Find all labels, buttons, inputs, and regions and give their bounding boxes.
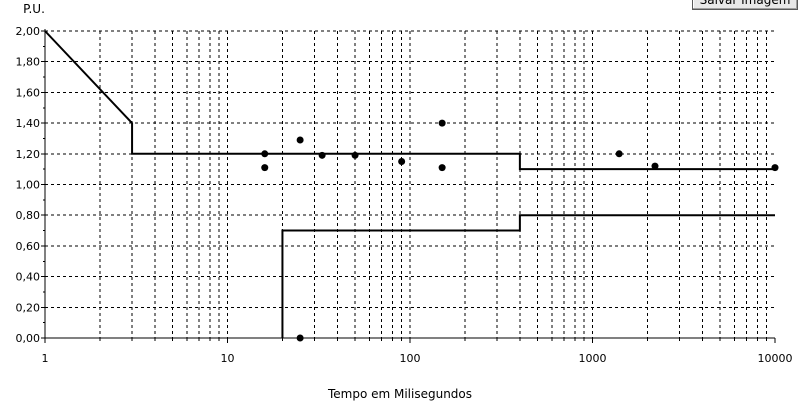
x-tick-label: 10000 (758, 352, 793, 365)
y-tick-labels: 0,00 0,20 0,40 0,60 0,80 1,00 1,20 1,40 1,60 1,80… (16, 25, 45, 345)
curves (44, 30, 775, 338)
y-tick-label: 1,00 (16, 179, 41, 192)
data-point (398, 157, 406, 165)
y-tick-label: 0,00 (16, 332, 41, 345)
data-point (296, 136, 304, 144)
y-tick-label: 1,80 (16, 56, 41, 69)
y-tick-label: 0,60 (16, 240, 41, 253)
data-point (438, 164, 446, 172)
y-axis-label: P.U. (23, 2, 45, 16)
y-tick-label: 2,00 (16, 25, 41, 38)
x-axis-label: Tempo em Milisegundos (327, 387, 472, 401)
x-tick-label: 10 (221, 352, 235, 365)
data-point (261, 164, 269, 172)
data-point (651, 162, 659, 170)
data-point (438, 119, 446, 127)
data-point (296, 334, 304, 342)
upper-limit-curve (44, 30, 775, 171)
grid-lines (45, 30, 775, 338)
data-point (261, 150, 269, 158)
data-points (261, 119, 779, 342)
y-tick-label: 0,80 (16, 209, 41, 222)
y-tick-label: 1,60 (16, 86, 41, 99)
x-tick-labels: 1 10 100 1000 10000 (42, 338, 793, 365)
save-image-button[interactable]: Salvar Imagem (692, 0, 798, 10)
lower-limit-curve (281, 214, 775, 338)
data-point (318, 151, 326, 159)
y-tick-label: 0,40 (16, 271, 41, 284)
data-point (771, 164, 779, 172)
x-tick-label: 1000 (579, 352, 607, 365)
y-tick-label: 0,20 (16, 301, 41, 314)
x-tick-label: 100 (400, 352, 421, 365)
data-point (615, 150, 623, 158)
data-point (351, 151, 359, 159)
x-tick-label: 1 (42, 352, 49, 365)
y-tick-label: 1,20 (16, 148, 41, 161)
y-tick-label: 1,40 (16, 117, 41, 130)
